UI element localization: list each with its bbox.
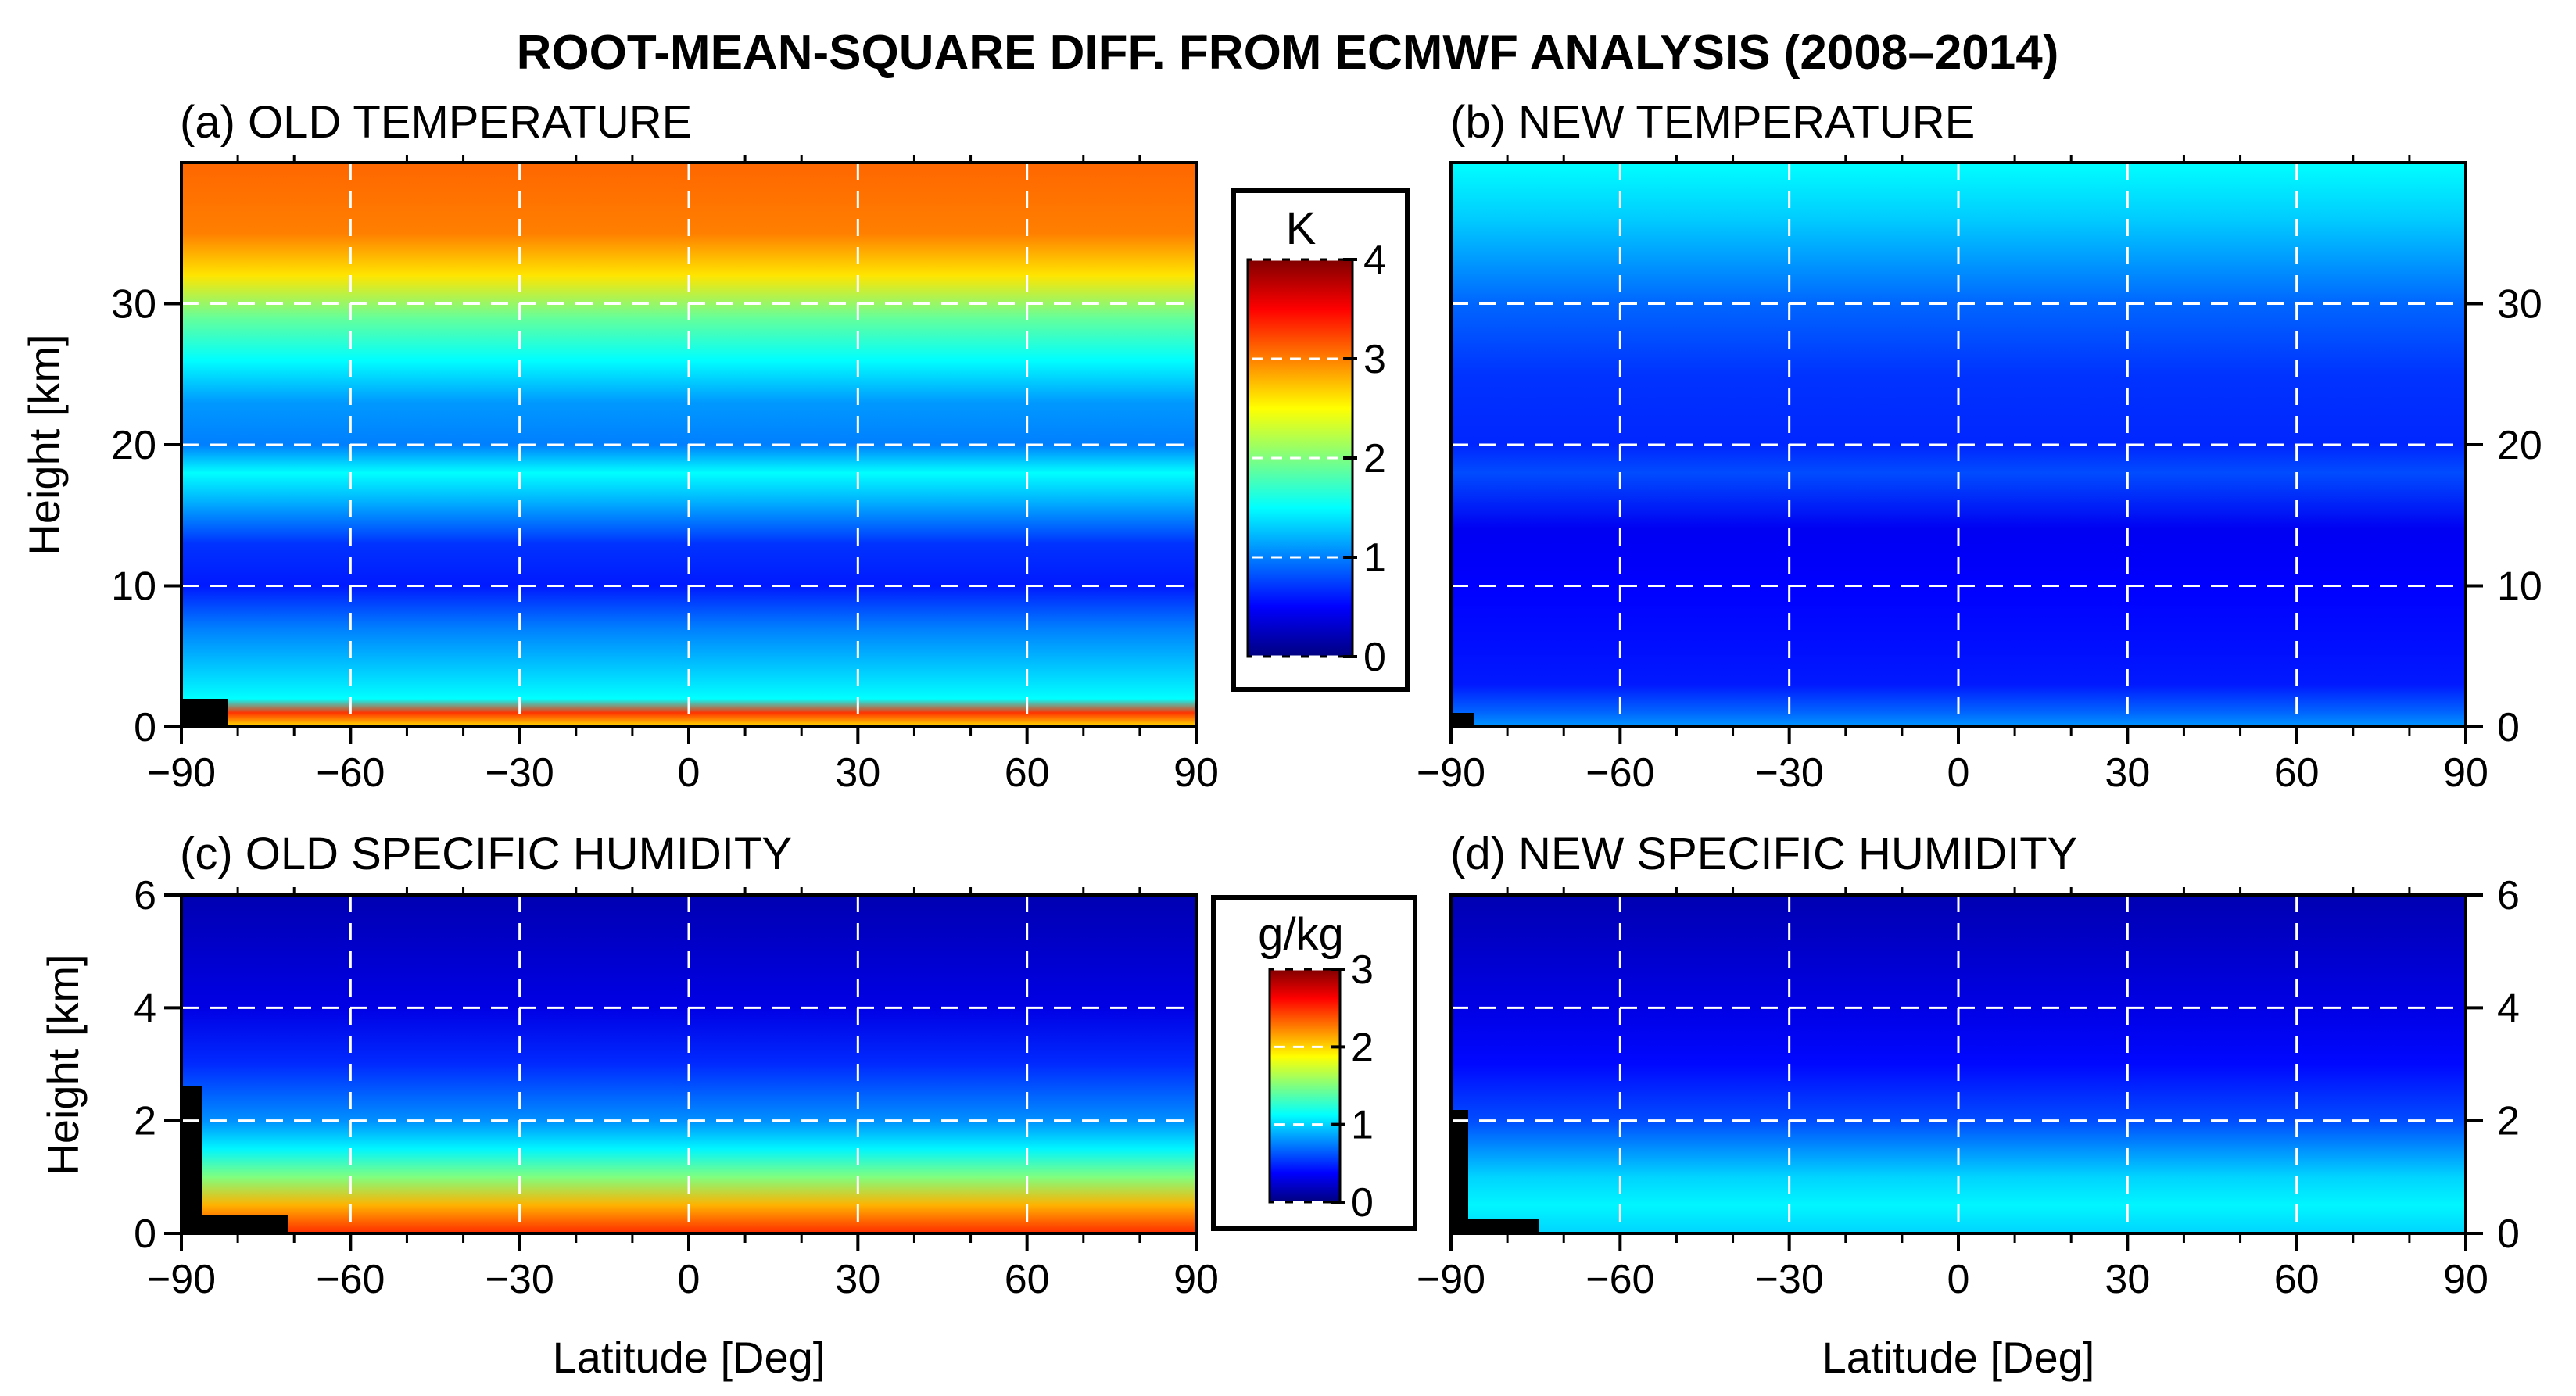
panel-a-surface-mask	[181, 699, 228, 727]
y-tick-label: 30	[111, 282, 156, 328]
y-tick-label: 30	[2497, 282, 2542, 328]
y-tick-label: 6	[134, 873, 156, 918]
colorbar-temperature: K 0 1 2 3 4	[1231, 188, 1410, 692]
colorbar-tick-label: 1	[1351, 1103, 1374, 1148]
panel-b-gridlines	[1451, 163, 2466, 727]
panel-c-ticks: −90 −60 −30 0 30 60 90 0 2 4 6	[134, 873, 1219, 1302]
x-tick-label: −60	[316, 1257, 385, 1302]
colorbar-humidity-ticks: 0 1 2 3	[1274, 947, 1374, 1226]
colorbar-humidity: g/kg 0 1 2 3	[1211, 895, 1417, 1231]
panel-a-title: (a) OLD TEMPERATURE	[180, 97, 692, 148]
panel-b-frame	[1449, 161, 2467, 728]
y-tick-label: 0	[2497, 705, 2520, 750]
x-tick-label: 0	[1947, 750, 1970, 796]
panel-a-frame	[180, 161, 1198, 728]
y-tick-label: 4	[2497, 986, 2520, 1031]
y-tick-label: 4	[134, 986, 156, 1031]
x-tick-label: −30	[485, 1257, 554, 1302]
panel-c-xlabel: Latitude [Deg]	[553, 1333, 826, 1382]
x-tick-label: −90	[147, 750, 216, 796]
colorbar-tick-label: 3	[1351, 947, 1374, 993]
panel-c-title: (c) OLD SPECIFIC HUMIDITY	[180, 829, 792, 879]
y-tick-label: 0	[134, 1212, 156, 1257]
colorbar-tick-label: 4	[1363, 238, 1386, 283]
panel-c: (c) OLD SPECIFIC HUMIDITY −90 −60 −30 0 30 60…	[38, 829, 1219, 1382]
colorbar-tick-label: 0	[1363, 635, 1386, 680]
colorbar-tick-label: 2	[1351, 1025, 1374, 1070]
panel-b: (b) NEW TEMPERATURE −90 −60 −30 0 30 60 900102…	[1417, 97, 2542, 796]
x-tick-label: 60	[1005, 1257, 1050, 1302]
colorbar-tick-label: 1	[1363, 535, 1386, 581]
panel-d-surface-mask	[1451, 1110, 1468, 1233]
y-tick-label: 2	[2497, 1099, 2520, 1144]
panel-c-gridlines	[181, 895, 1196, 1233]
x-tick-label: −30	[1755, 1257, 1824, 1302]
x-tick-label: 0	[678, 750, 700, 796]
panel-c-surface-mask	[181, 1086, 202, 1233]
panel-b-title: (b) NEW TEMPERATURE	[1450, 97, 1975, 148]
panel-d-frame	[1449, 893, 2467, 1235]
panel-a-gridlines	[181, 163, 1196, 727]
x-tick-label: −60	[1585, 1257, 1654, 1302]
x-tick-label: 60	[2274, 750, 2320, 796]
x-tick-label: −90	[147, 1257, 216, 1302]
x-tick-label: 0	[1947, 1257, 1970, 1302]
x-tick-label: 90	[2443, 1257, 2488, 1302]
x-tick-label: −60	[316, 750, 385, 796]
x-tick-label: −30	[1755, 750, 1824, 796]
x-tick-label: −90	[1417, 750, 1485, 796]
panel-d-gridlines	[1451, 895, 2466, 1233]
y-tick-label: 0	[134, 705, 156, 750]
panel-d-xlabel: Latitude [Deg]	[1822, 1333, 2095, 1382]
x-tick-label: −90	[1417, 1257, 1485, 1302]
x-tick-label: 30	[2105, 750, 2150, 796]
y-tick-label: 6	[2497, 873, 2520, 918]
panel-a-ylabel: Height [km]	[20, 334, 69, 555]
colorbar-tick-label: 3	[1363, 337, 1386, 382]
x-tick-label: 90	[2443, 750, 2488, 796]
panel-a-ticks: −90 −60 −30 0 30 60 90 0 10 20 30	[111, 155, 1219, 796]
colorbar-tick-label: 2	[1363, 436, 1386, 481]
panel-d-surface-mask	[1468, 1219, 1539, 1233]
x-tick-label: 30	[835, 1257, 880, 1302]
x-tick-label: 30	[835, 750, 880, 796]
y-tick-label: 0	[2497, 1212, 2520, 1257]
x-tick-label: 0	[678, 1257, 700, 1302]
colorbar-humidity-gradient	[1268, 968, 1342, 1204]
x-tick-label: 30	[2105, 1257, 2150, 1302]
y-tick-label: 10	[111, 564, 156, 610]
panel-a: (a) OLD TEMPERATURE −90 −60 −30 0 30 60 90 0 10 2…	[20, 97, 1219, 796]
figure-title: ROOT-MEAN-SQUARE DIFF. FROM ECMWF ANALYS…	[517, 26, 2059, 80]
x-tick-label: 90	[1173, 750, 1219, 796]
x-tick-label: 60	[1005, 750, 1050, 796]
panel-d-title: (d) NEW SPECIFIC HUMIDITY	[1450, 829, 2077, 879]
panel-c-surface-mask	[202, 1215, 288, 1233]
panel-d: (d) NEW SPECIFIC HUMIDITY −90 −60 −30 0 30 60…	[1417, 829, 2520, 1382]
colorbar-tick-label: 0	[1351, 1180, 1374, 1226]
colorbar-humidity-label: g/kg	[1258, 909, 1344, 960]
x-tick-label: 60	[2274, 1257, 2320, 1302]
y-tick-label: 10	[2497, 564, 2542, 610]
panel-c-ylabel: Height [km]	[38, 954, 88, 1175]
x-tick-label: −30	[485, 750, 554, 796]
y-tick-label: 20	[2497, 423, 2542, 468]
panel-c-frame	[180, 893, 1198, 1235]
panel-b-surface-mask	[1451, 713, 1474, 727]
x-tick-label: −60	[1585, 750, 1654, 796]
y-tick-label: 2	[134, 1099, 156, 1144]
colorbar-temperature-label: K	[1286, 203, 1317, 254]
colorbar-temperature-ticks: 0 1 2 3 4	[1252, 238, 1386, 680]
x-tick-label: 90	[1173, 1257, 1219, 1302]
y-tick-label: 20	[111, 423, 156, 468]
